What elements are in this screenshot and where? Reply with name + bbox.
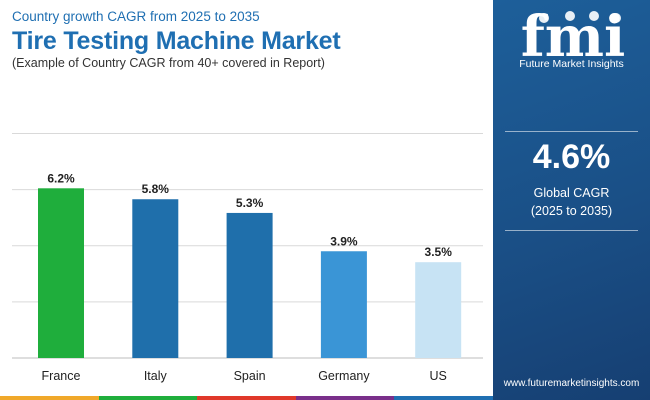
- divider-top: [505, 131, 638, 132]
- chart-title: Tire Testing Machine Market: [12, 27, 341, 55]
- website-url: www.futuremarketinsights.com: [503, 378, 640, 389]
- global-cagr-label: Global CAGR: [533, 186, 610, 200]
- stripe-segment-green: [98, 396, 198, 400]
- chart-area: Country growth CAGR from 2025 to 2035 Ti…: [0, 9, 493, 400]
- x-tick-italy: Italy: [144, 369, 168, 383]
- data-label-spain: 5.3%: [236, 196, 264, 210]
- bar-us: [415, 262, 462, 358]
- global-cagr-value: 4.6%: [532, 138, 611, 176]
- summary-panel: fmi Future Market Insights 4.6% Global C…: [493, 0, 650, 400]
- data-label-france: 6.2%: [47, 171, 75, 185]
- chart-note: (Example of Country CAGR from 40+ covere…: [12, 56, 325, 70]
- data-label-germany: 3.9%: [330, 234, 358, 248]
- x-tick-france: France: [42, 369, 81, 383]
- fmi-logo-icon: fmi: [521, 6, 626, 70]
- color-stripe: [0, 396, 493, 400]
- stripe-segment-blue: [394, 396, 493, 400]
- brand-name: Future Market Insights: [519, 58, 624, 70]
- stripe-segment-orange: [0, 396, 99, 400]
- stripe-segment-purple: [295, 396, 395, 400]
- bar-germany: [320, 251, 367, 358]
- bar-italy: [132, 199, 179, 358]
- data-label-italy: 5.8%: [142, 182, 170, 196]
- bar-spain: [226, 212, 273, 358]
- chart-subtitle: Country growth CAGR from 2025 to 2035: [12, 9, 260, 24]
- bar-chart: 6.2% France 5.8% Italy 5.3% Spain 3.9% Germany 3…: [12, 133, 483, 383]
- data-label-us: 3.5%: [425, 245, 453, 259]
- bar-france: [38, 188, 84, 358]
- divider-bottom: [505, 230, 638, 231]
- stripe-segment-red: [197, 396, 296, 400]
- x-tick-spain: Spain: [234, 369, 266, 383]
- x-tick-us: US: [430, 369, 447, 383]
- x-tick-germany: Germany: [318, 369, 370, 383]
- global-cagr-period: (2025 to 2035): [530, 204, 613, 218]
